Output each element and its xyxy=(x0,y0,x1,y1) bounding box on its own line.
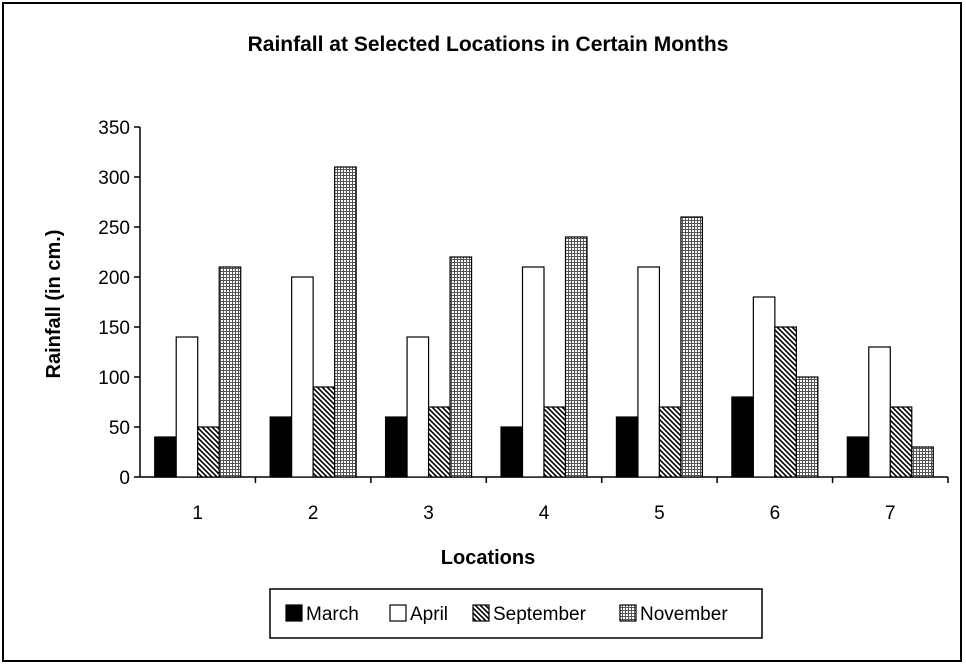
bar-september xyxy=(197,426,220,478)
x-tick-label: 7 xyxy=(885,503,896,524)
legend-label-march: March xyxy=(306,604,359,625)
bar-april xyxy=(637,266,661,478)
legend-label-september: September xyxy=(493,604,587,625)
x-tick-label: 5 xyxy=(654,503,665,524)
plot-area: 0 50 100 150 200 250 300 350 1 2 3 4 5 6 7 xyxy=(98,118,949,524)
bar-november xyxy=(795,376,819,478)
bar-april xyxy=(406,336,430,478)
bar-september xyxy=(658,406,682,478)
y-tick-label: 150 xyxy=(98,318,130,339)
bar-april xyxy=(175,336,199,478)
bar-november xyxy=(911,446,934,478)
x-axis-title: Locations xyxy=(441,547,535,569)
bar-march xyxy=(615,416,639,478)
chart-svg: Rainfall at Selected Locations in Certai… xyxy=(43,33,949,639)
bar-march xyxy=(500,426,524,478)
bar-april xyxy=(291,276,314,478)
x-tick-label: 3 xyxy=(423,503,434,524)
y-tick-label: 350 xyxy=(98,118,130,139)
bar-november xyxy=(680,216,704,478)
bar-september xyxy=(427,406,451,478)
bar-april xyxy=(521,266,545,478)
x-tick-label: 2 xyxy=(308,503,319,524)
bar-april xyxy=(868,346,891,478)
bar-march xyxy=(731,396,754,478)
bar-september xyxy=(889,406,913,478)
legend-swatch-march xyxy=(285,604,303,622)
legend-swatch-november xyxy=(619,604,637,622)
bar-september xyxy=(774,326,797,478)
y-tick-label: 100 xyxy=(98,368,130,389)
legend-swatch-september xyxy=(472,604,490,622)
bar-march xyxy=(846,436,870,478)
legend: March April September November xyxy=(269,588,763,639)
y-tick-label: 200 xyxy=(98,268,130,289)
legend-box xyxy=(269,588,763,639)
bar-september xyxy=(312,386,336,478)
bar-march xyxy=(269,416,293,478)
bar-april xyxy=(752,296,776,478)
x-tick-label: 1 xyxy=(192,503,203,524)
chart-title: Rainfall at Selected Locations in Certai… xyxy=(248,33,729,56)
y-tick-label: 0 xyxy=(119,468,130,489)
legend-label-november: November xyxy=(640,604,728,625)
bar-september xyxy=(543,406,567,478)
y-tick-label: 50 xyxy=(109,418,130,439)
legend-swatch-april xyxy=(389,604,407,622)
bar-november xyxy=(218,266,242,478)
bar-november xyxy=(449,256,473,478)
legend-label-april: April xyxy=(410,604,448,625)
x-tick-label: 6 xyxy=(770,503,781,524)
bar-march xyxy=(384,416,408,478)
x-tick-label: 4 xyxy=(539,503,550,524)
bar-march xyxy=(154,436,177,478)
y-axis-title: Rainfall (in cm.) xyxy=(43,230,65,379)
bar-november xyxy=(334,166,357,478)
y-tick-label: 300 xyxy=(98,168,130,189)
bar-november xyxy=(564,236,588,478)
y-tick-label: 250 xyxy=(98,218,130,239)
